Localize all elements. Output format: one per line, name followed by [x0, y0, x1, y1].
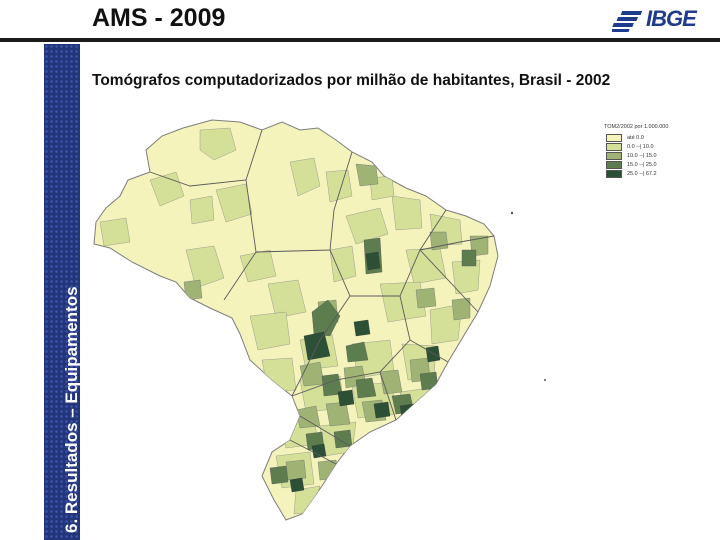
- legend-label: até 0.0: [627, 134, 644, 141]
- header-divider: [0, 38, 720, 42]
- legend-label: 15.0 --| 25.0: [627, 161, 657, 168]
- legend-swatch: [606, 133, 622, 142]
- page-title: AMS - 2009: [92, 4, 226, 32]
- legend-label: 10.0 --| 15.0: [627, 152, 657, 159]
- map-title: Tomógrafos computadorizados por milhão d…: [92, 72, 611, 89]
- legend-label: 0.0 --| 10.0: [627, 143, 654, 150]
- legend-swatch: [606, 142, 622, 151]
- legend-title: TOM2/2002 por 1.000.000: [604, 124, 669, 130]
- island-dot: [510, 211, 514, 215]
- legend-item: 15.0 --| 25.0: [606, 160, 668, 169]
- legend-swatch: [606, 169, 622, 178]
- map-legend: TOM2/2002 por 1.000.000 até 0.0 0.0 --| …: [604, 123, 668, 178]
- ibge-logo-icon: [612, 11, 643, 32]
- legend-item: 10.0 --| 15.0: [606, 151, 668, 160]
- sidebar-band: [44, 44, 80, 540]
- legend-item: até 0.0: [606, 133, 668, 142]
- legend-swatch: [606, 151, 622, 160]
- logo-text: IBGE: [646, 6, 697, 31]
- legend-item: 25.0 --| 67.2: [606, 169, 668, 178]
- legend-label: 25.0 --| 67.2: [627, 170, 657, 177]
- island-dot: [544, 379, 546, 381]
- legend-swatch: [606, 160, 622, 169]
- legend-item: 0.0 --| 10.0: [606, 142, 668, 151]
